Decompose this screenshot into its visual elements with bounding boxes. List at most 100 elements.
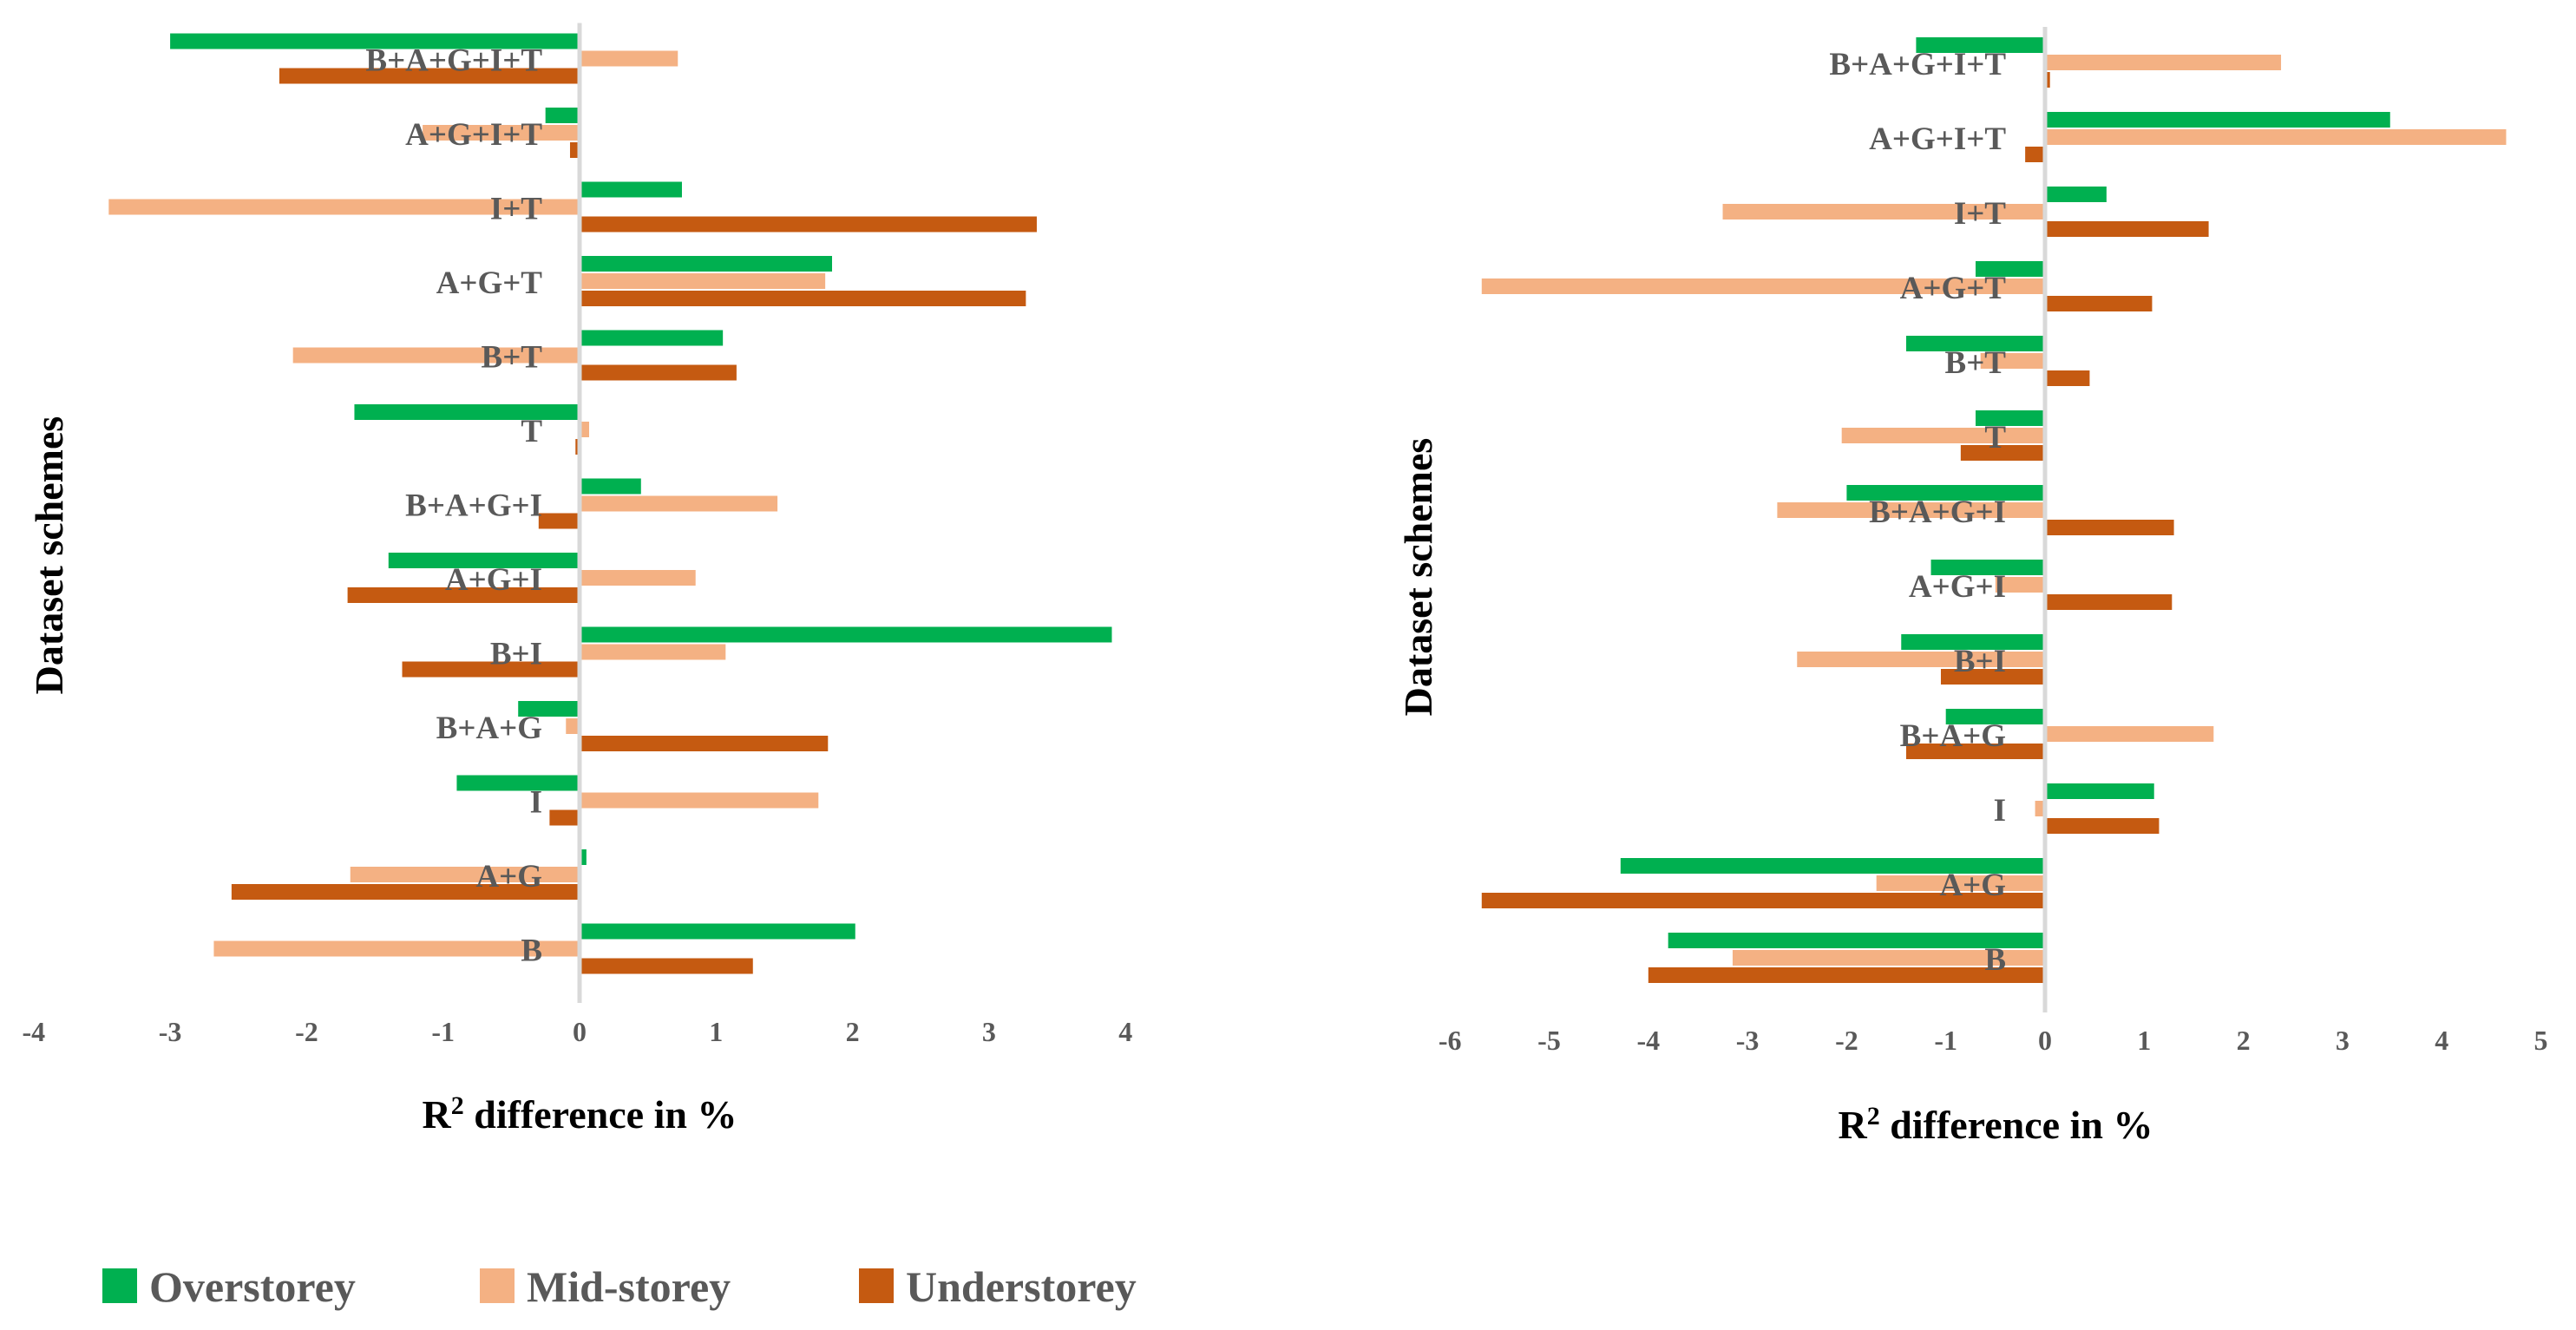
bar-mid-storey-b bbox=[213, 940, 580, 957]
bar-overstorey-b-t bbox=[1905, 336, 2045, 351]
x-axis-title-superscript: 2 bbox=[451, 1091, 464, 1120]
bar-understorey-b-a-g bbox=[580, 736, 829, 751]
bar-understorey-a-g-t bbox=[2045, 296, 2153, 311]
category-label: I+T bbox=[1954, 196, 2006, 232]
bar-mid-storey-b bbox=[1732, 950, 2045, 966]
bar-mid-storey-i bbox=[580, 792, 819, 809]
bar-mid-storey-a-g-i-t bbox=[2045, 129, 2507, 145]
bar-understorey-b-a-g bbox=[1905, 744, 2045, 759]
category-label: A+G+I+T bbox=[1869, 121, 2006, 157]
legend-swatch-understorey bbox=[859, 1268, 894, 1303]
bar-mid-storey-b-i bbox=[580, 644, 726, 660]
x-tick-label: 5 bbox=[2534, 1025, 2548, 1056]
bar-overstorey-b-a-g-i-t bbox=[1916, 37, 2045, 53]
bar-overstorey-a-g bbox=[580, 849, 587, 865]
category-label: A+G bbox=[1939, 868, 2006, 903]
category-label: B+A+G+I bbox=[405, 488, 542, 524]
category-label: A+G+T bbox=[436, 265, 543, 301]
category-label: A+G+I+T bbox=[405, 117, 542, 153]
bar-overstorey-a-g-t bbox=[1975, 261, 2045, 277]
bar-understorey-b-t bbox=[580, 364, 737, 381]
bar-overstorey-a-g-t bbox=[580, 256, 833, 272]
bar-overstorey-a-g-i-t bbox=[2045, 112, 2390, 128]
chart-left: B+A+G+I+T A+G+I+T I+T A+G+T B+T T B+A+G+I A+G+I… bbox=[22, 23, 1132, 1137]
bar-understorey-a-g-i-t bbox=[569, 142, 580, 158]
bar-overstorey-b-a-g bbox=[1945, 709, 2045, 724]
bar-mid-storey-b-a-g bbox=[566, 718, 580, 734]
bar-understorey-b-a-g-i-t bbox=[279, 68, 580, 84]
legend: Overstorey Mid-storey Understorey bbox=[102, 1262, 1137, 1311]
x-tick-label: -2 bbox=[1835, 1025, 1858, 1056]
category-label: T bbox=[521, 414, 542, 449]
category-label: I bbox=[530, 785, 542, 821]
bar-mid-storey-t bbox=[1841, 428, 2045, 443]
bar-overstorey-a-g bbox=[1620, 858, 2045, 874]
legend-label-understorey: Understorey bbox=[906, 1262, 1137, 1311]
bar-overstorey-i-t bbox=[2045, 187, 2107, 202]
x-tick-label: 0 bbox=[2038, 1025, 2052, 1056]
category-label: B+A+G bbox=[436, 711, 542, 746]
bar-mid-storey-b-t bbox=[1980, 353, 2045, 369]
category-label: B+A+G bbox=[1900, 718, 2006, 754]
bar-overstorey-b-i bbox=[1901, 634, 2045, 650]
x-tick-label: -2 bbox=[295, 1016, 318, 1047]
bar-mid-storey-b-a-g-i bbox=[1777, 502, 2045, 518]
x-axis-title: R2 difference in % bbox=[423, 1091, 737, 1137]
legend-label-mid-storey: Mid-storey bbox=[527, 1262, 731, 1311]
bar-understorey-b bbox=[580, 958, 753, 974]
bar-mid-storey-b-a-g-i bbox=[580, 495, 778, 512]
x-tick-label: -6 bbox=[1439, 1025, 1462, 1056]
bar-mid-storey-a-g bbox=[350, 867, 580, 882]
bar-overstorey-b-a-g bbox=[518, 701, 580, 717]
bar-overstorey-i-t bbox=[580, 181, 682, 198]
category-label: B+I bbox=[490, 637, 542, 672]
bar-mid-storey-a-g-i bbox=[580, 570, 696, 586]
bar-overstorey-t bbox=[1975, 410, 2045, 426]
x-tick-label: -1 bbox=[431, 1016, 455, 1047]
bar-mid-storey-t bbox=[580, 422, 590, 437]
category-label: A+G+T bbox=[1900, 271, 2007, 306]
chart-right: B+A+G+I+T A+G+I+T I+T A+G+T B+T T B+A+G+I A+G+I… bbox=[1396, 27, 2548, 1147]
y-axis-title: Dataset schemes bbox=[27, 416, 71, 695]
bar-understorey-i-t bbox=[2045, 221, 2209, 237]
x-tick-label: 4 bbox=[2435, 1025, 2448, 1056]
bar-mid-storey-i-t bbox=[108, 199, 580, 215]
x-axis-title-rest: difference in % bbox=[1880, 1103, 2153, 1147]
category-label: A+G+I bbox=[445, 562, 542, 598]
bar-overstorey-i bbox=[2045, 783, 2154, 799]
bar-overstorey-a-g-i-t bbox=[545, 108, 580, 123]
category-label: B+A+G+I+T bbox=[365, 43, 542, 79]
x-tick-label: -4 bbox=[22, 1016, 45, 1047]
bar-mid-storey-b-a-g bbox=[2045, 726, 2214, 742]
bar-understorey-a-g-i bbox=[347, 587, 580, 603]
category-label: B+A+G+I+T bbox=[1829, 47, 2006, 82]
x-axis-title: R2 difference in % bbox=[1839, 1102, 2153, 1147]
bar-mid-storey-b-t bbox=[292, 347, 580, 364]
x-tick-label: 1 bbox=[2137, 1025, 2151, 1056]
bar-mid-storey-a-g-t bbox=[580, 273, 826, 289]
bar-understorey-t bbox=[1960, 445, 2045, 461]
bar-overstorey-i bbox=[456, 775, 580, 791]
bar-overstorey-b-a-g-i bbox=[1846, 485, 2045, 501]
legend-label-overstorey: Overstorey bbox=[149, 1262, 356, 1311]
bar-understorey-a-g-t bbox=[580, 291, 1026, 306]
category-label: I+T bbox=[490, 192, 542, 227]
bar-overstorey-b-a-g-i bbox=[580, 478, 641, 495]
x-axis-title-base: R bbox=[423, 1092, 452, 1137]
bar-understorey-a-g bbox=[1481, 893, 2045, 908]
bar-mid-storey-a-g-i bbox=[1995, 577, 2045, 593]
x-tick-label: -1 bbox=[1934, 1025, 1957, 1056]
bar-mid-storey-b-a-g-i-t bbox=[580, 50, 678, 67]
x-axis-title-superscript: 2 bbox=[1867, 1102, 1880, 1130]
category-label: B+A+G+I bbox=[1869, 495, 2006, 530]
bar-overstorey-a-g-i bbox=[388, 553, 580, 568]
bar-overstorey-t bbox=[354, 404, 580, 420]
bar-understorey-a-g-i-t bbox=[2025, 147, 2045, 162]
category-label: B bbox=[1984, 942, 2006, 978]
x-tick-label: 2 bbox=[2237, 1025, 2251, 1056]
x-axis-title-base: R bbox=[1839, 1103, 1868, 1147]
x-tick-label: 0 bbox=[573, 1016, 587, 1047]
x-axis-title-rest: difference in % bbox=[464, 1092, 737, 1137]
bar-understorey-b-t bbox=[2045, 370, 2090, 386]
